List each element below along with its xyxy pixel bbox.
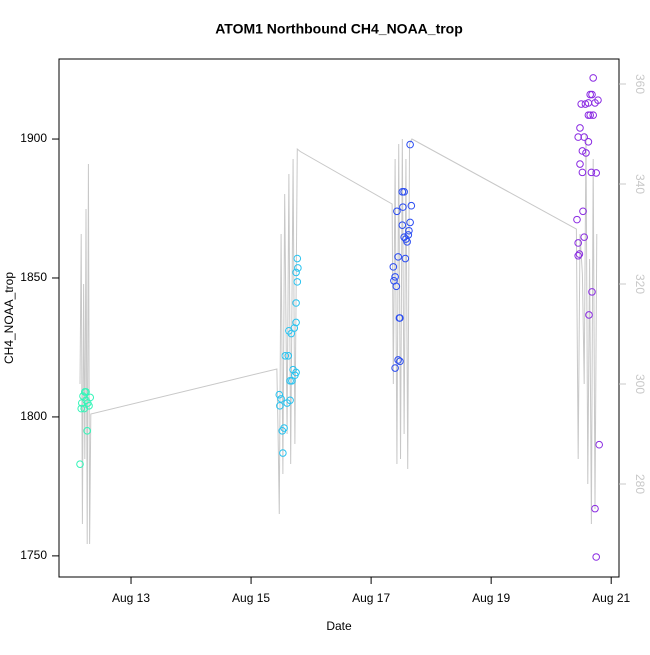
- point: [393, 207, 401, 216]
- point: [276, 402, 284, 410]
- point: [406, 218, 414, 227]
- point: [582, 149, 590, 157]
- point: [591, 504, 599, 513]
- point: [576, 160, 584, 168]
- point: [293, 254, 302, 263]
- point: [294, 264, 302, 272]
- point: [389, 263, 398, 271]
- chart-title: ATOM1 Northbound CH4_NOAA_trop: [215, 21, 463, 37]
- point: [391, 273, 399, 281]
- point: [396, 357, 404, 366]
- point: [578, 168, 587, 177]
- y2-tick-label: 280: [633, 474, 647, 494]
- point: [580, 133, 588, 141]
- x-tick-label: Aug 17: [352, 591, 390, 605]
- line-trace: [79, 133, 598, 545]
- point: [592, 553, 600, 561]
- point: [280, 424, 288, 432]
- point: [589, 111, 597, 119]
- x-axis-label: Date: [326, 619, 352, 633]
- point: [293, 278, 302, 286]
- point: [589, 74, 597, 82]
- point: [396, 314, 404, 322]
- point: [579, 207, 587, 216]
- point: [398, 221, 407, 229]
- point: [281, 351, 290, 360]
- point: [279, 449, 287, 457]
- point: [292, 318, 300, 327]
- point: [595, 440, 603, 449]
- point: [576, 124, 584, 132]
- point: [585, 311, 593, 319]
- point: [392, 282, 401, 291]
- point: [574, 239, 582, 247]
- point: [584, 111, 593, 119]
- point: [284, 351, 293, 360]
- point: [394, 253, 402, 261]
- point: [275, 390, 284, 399]
- point: [290, 324, 299, 332]
- point: [82, 388, 90, 396]
- point: [588, 288, 596, 296]
- point: [587, 168, 596, 177]
- point: [86, 393, 95, 402]
- point: [292, 299, 300, 307]
- point: [407, 201, 416, 210]
- y-tick-label: 1850: [20, 270, 47, 284]
- x-tick-label: Aug 21: [592, 591, 630, 605]
- point: [85, 402, 93, 410]
- point: [403, 238, 411, 246]
- point: [592, 169, 600, 177]
- point: [574, 133, 582, 141]
- point: [405, 226, 413, 235]
- point: [286, 396, 294, 405]
- point: [76, 460, 84, 468]
- y-tick-label: 1900: [20, 131, 47, 145]
- point: [394, 356, 402, 364]
- point: [391, 364, 399, 372]
- y2-tick-label: 340: [633, 174, 647, 194]
- point: [401, 254, 410, 263]
- point: [578, 147, 587, 155]
- point: [573, 215, 581, 224]
- point: [580, 233, 588, 241]
- point: [277, 395, 285, 403]
- y2-tick-label: 300: [633, 374, 647, 394]
- x-tick-label: Aug 19: [472, 591, 510, 605]
- point: [406, 140, 414, 149]
- plot-frame: [58, 58, 620, 578]
- point: [584, 138, 593, 146]
- point: [575, 250, 584, 258]
- x-tick-label: Aug 13: [112, 591, 150, 605]
- y-tick-label: 1800: [20, 409, 47, 423]
- point: [588, 90, 596, 99]
- x-tick-label: Aug 15: [232, 591, 270, 605]
- y2-tick-label: 320: [633, 274, 647, 294]
- y-axis-label: CH4_NOAA_trop: [2, 272, 16, 364]
- point: [574, 251, 582, 260]
- point: [292, 268, 300, 277]
- point: [77, 404, 86, 413]
- y2-tick-label: 360: [633, 74, 647, 94]
- point: [292, 368, 300, 377]
- point: [581, 100, 590, 108]
- point: [399, 203, 407, 211]
- point: [577, 100, 585, 108]
- y-tick-label: 1750: [20, 548, 47, 562]
- point: [83, 427, 92, 435]
- point: [400, 188, 408, 196]
- point: [404, 231, 413, 239]
